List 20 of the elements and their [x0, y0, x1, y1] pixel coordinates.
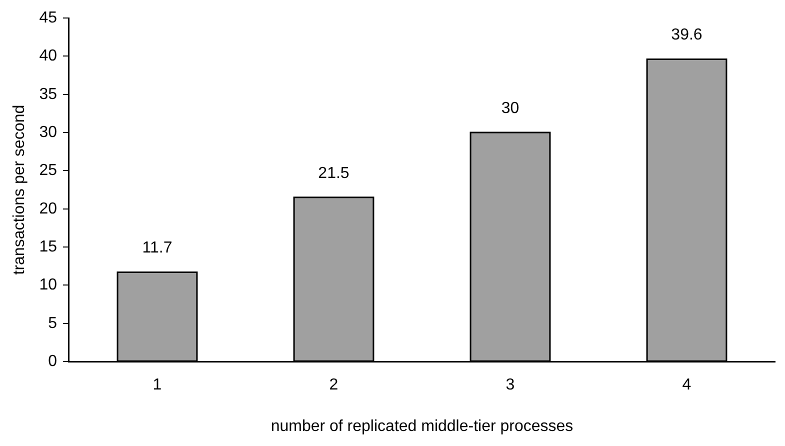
- x-tick-label: 3: [506, 376, 515, 394]
- x-axis-title: number of replicated middle-tier processes: [270, 418, 574, 435]
- y-tick-label: 30: [39, 124, 58, 141]
- y-tick-label: 45: [39, 9, 58, 26]
- data-label: 30: [501, 100, 520, 117]
- x-tick-label: 4: [682, 376, 692, 394]
- y-axis-title: transactions per second: [11, 104, 28, 275]
- y-tick-label: 25: [39, 162, 58, 180]
- y-tick-label: 15: [39, 238, 58, 256]
- y-tick-label: 35: [39, 86, 58, 103]
- data-label: 11.7: [142, 240, 172, 257]
- y-tick-label: 5: [48, 314, 58, 332]
- y-tick-label: 0: [48, 353, 58, 370]
- data-label: 21.5: [318, 164, 350, 182]
- y-tick-label: 10: [39, 276, 58, 294]
- x-tick-label: 2: [329, 376, 338, 394]
- data-label: 39.6: [671, 26, 702, 44]
- y-tick-label: 40: [39, 48, 58, 65]
- x-tick-label: 1: [152, 376, 162, 394]
- y-tick-label: 20: [39, 200, 58, 218]
